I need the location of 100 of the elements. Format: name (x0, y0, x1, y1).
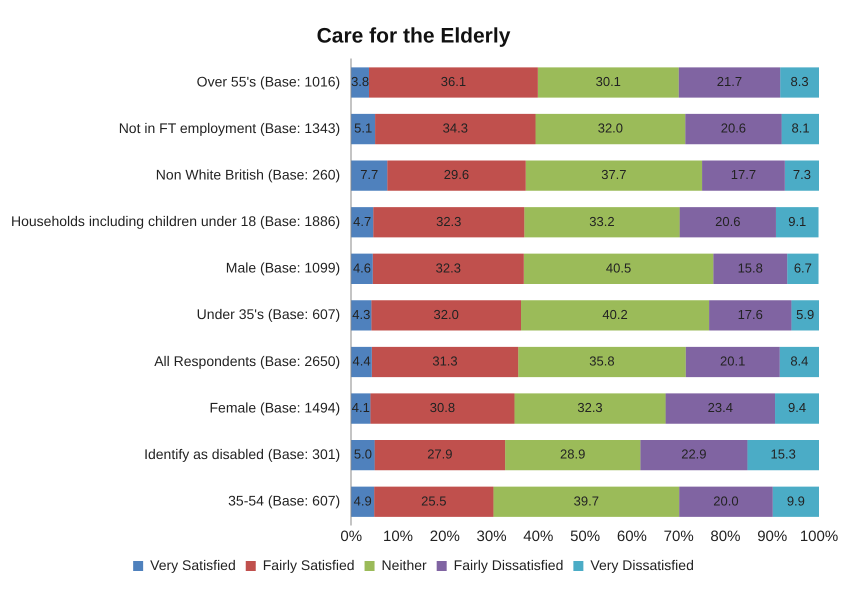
legend-label: Neither (382, 556, 428, 573)
bar (514, 393, 666, 424)
data-label: 32.0 (598, 120, 624, 136)
data-label: 4.7 (353, 214, 372, 229)
bar (351, 207, 374, 238)
data-label: 32.3 (436, 214, 462, 229)
x-tick-label: 20% (430, 528, 460, 546)
data-label: 7.7 (360, 167, 378, 182)
x-tick-label: 40% (523, 528, 554, 546)
bar (787, 254, 819, 284)
bar (782, 114, 819, 144)
bar (374, 440, 506, 470)
bar (368, 67, 538, 98)
bar (791, 300, 819, 331)
bar (678, 67, 780, 98)
bar (521, 300, 710, 331)
legend-label: Very Dissatisfied (590, 556, 694, 573)
data-label: 20.6 (715, 214, 740, 229)
x-tick-label: 60% (616, 528, 647, 546)
data-label: 8.3 (790, 74, 809, 90)
x-tick-label: 50% (570, 528, 600, 546)
bar (685, 114, 782, 144)
data-label: 32.3 (436, 260, 461, 276)
bar (666, 393, 776, 424)
bar (387, 160, 526, 191)
x-tick-label: 0% (340, 528, 362, 546)
bar (372, 346, 518, 378)
chart-title: Care for the Elderly (316, 24, 511, 48)
data-label: 9.1 (788, 214, 806, 229)
data-label: 20.6 (720, 120, 746, 136)
data-label: 29.6 (444, 167, 470, 182)
legend-label: Fairly Dissatisfied (454, 556, 564, 573)
legend-label: Fairly Satisfied (262, 556, 355, 573)
data-label: 9.4 (788, 400, 806, 416)
bar (351, 160, 388, 191)
data-label: 4.4 (352, 354, 371, 369)
data-label: 30.1 (596, 74, 621, 90)
data-label: 23.4 (708, 400, 733, 416)
y-tick-label: All Respondents (Base: 2650) (154, 352, 340, 369)
data-label: 15.8 (738, 260, 763, 276)
data-label: 20.1 (720, 354, 746, 369)
data-label: 7.3 (792, 167, 811, 182)
bar (518, 346, 686, 378)
data-label: 8.1 (791, 120, 810, 136)
data-label: 27.9 (427, 446, 453, 462)
data-label: 5.1 (354, 120, 372, 136)
data-label: 21.7 (716, 74, 742, 90)
data-label: 20.0 (713, 493, 739, 508)
data-label: 22.9 (681, 446, 707, 462)
data-label: 36.1 (440, 74, 466, 90)
y-tick-label: Non White British (Base: 260) (156, 166, 340, 183)
data-label: 8.4 (790, 354, 808, 369)
bar (713, 254, 788, 284)
bar (709, 300, 792, 331)
bar (640, 440, 748, 470)
x-tick-label: 90% (757, 528, 788, 546)
legend-label: Very Satisfied (150, 556, 236, 573)
x-tick-label: 10% (382, 528, 414, 546)
bar (538, 67, 679, 98)
bar (493, 486, 680, 517)
data-label: 30.8 (430, 400, 456, 416)
x-tick-label: 30% (476, 528, 507, 546)
y-tick-label: Over 55's (Base: 1016) (196, 73, 340, 90)
data-label: 15.3 (770, 446, 796, 462)
bar (680, 207, 776, 238)
data-label: 28.9 (560, 446, 586, 462)
bar (371, 300, 522, 331)
bar (505, 440, 640, 470)
data-label: 31.3 (432, 354, 458, 369)
bar (526, 160, 702, 191)
data-label: 17.7 (730, 167, 756, 182)
data-label: 40.5 (606, 260, 632, 276)
bar (524, 254, 714, 284)
bar (372, 254, 524, 284)
y-tick-label: Households including children under 18 (Base: 1886) (10, 213, 340, 230)
data-label: 9.9 (786, 493, 805, 508)
data-label: 32.3 (577, 400, 603, 416)
bar (702, 160, 785, 191)
bar (775, 393, 819, 424)
bar (370, 393, 514, 424)
data-label: 3.8 (351, 74, 370, 90)
data-label: 35.8 (589, 354, 615, 369)
bar (686, 346, 780, 378)
bar (375, 114, 536, 144)
bar (780, 67, 819, 98)
bar (679, 486, 773, 517)
bar (772, 486, 819, 517)
y-tick-label: 35-54 (Base: 607) (228, 492, 340, 509)
data-label: 32.0 (434, 306, 459, 322)
x-tick-label: 70% (664, 528, 694, 546)
data-label: 37.7 (601, 167, 627, 182)
bar (776, 207, 819, 238)
bar (784, 160, 819, 191)
data-label: 34.3 (442, 120, 468, 136)
bar (747, 440, 819, 470)
data-label: 5.9 (796, 306, 814, 322)
data-label: 17.6 (738, 306, 763, 322)
y-tick-label: Male (Base: 1099) (226, 260, 340, 276)
data-label: 4.3 (352, 306, 370, 322)
bar (536, 114, 686, 144)
